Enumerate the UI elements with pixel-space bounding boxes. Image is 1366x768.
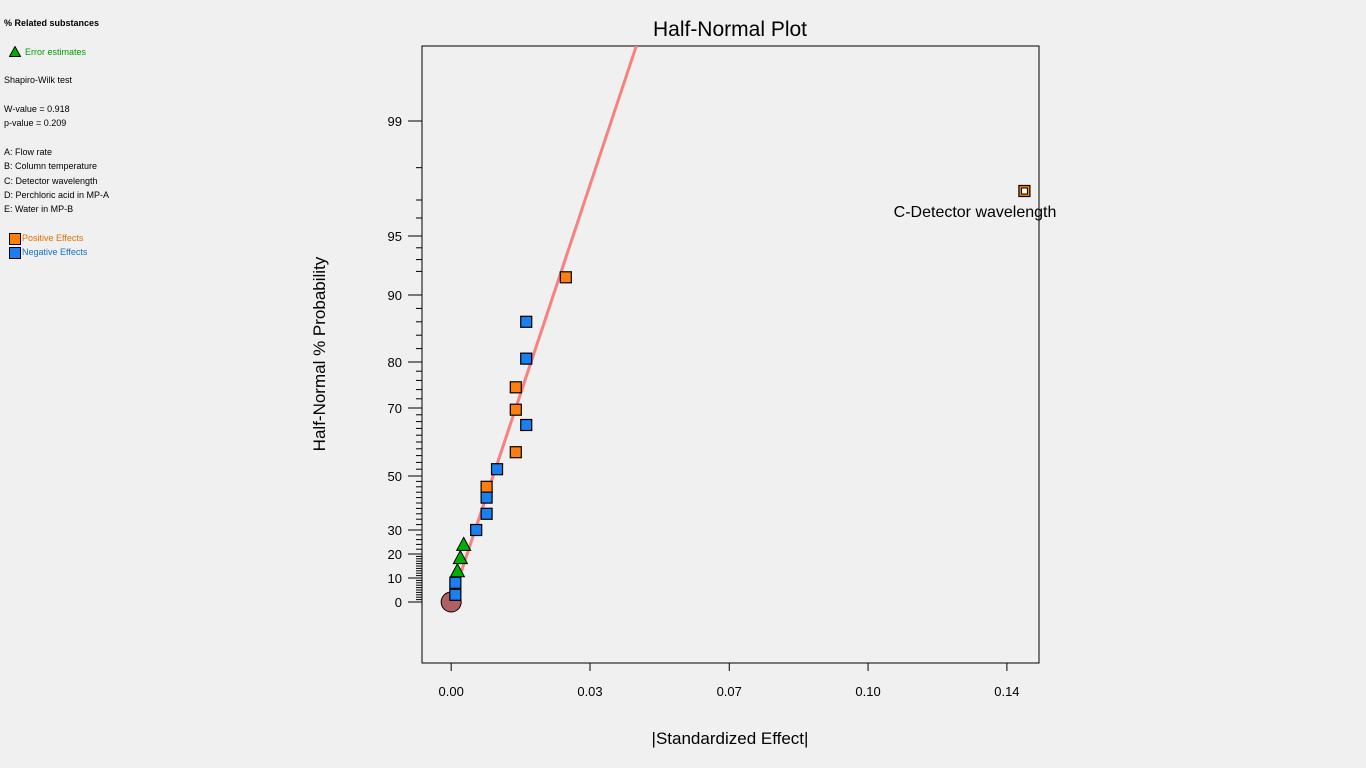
positive-effect-point [509,381,522,394]
x-tick-label: 0.07 [717,684,742,699]
legend-panel: % Related substances Error estimates Sha… [4,0,204,270]
positive-effect-point [509,446,522,459]
plot-frame [421,45,1040,664]
factor-e: E: Water in MP-B [4,204,74,214]
positive-effects-icon [9,233,21,245]
chart-title: Half-Normal Plot [653,18,807,41]
negative-effect-point [480,507,493,520]
negative-effects-label: Negative Effects [22,247,88,257]
y-tick-label: 50 [388,469,402,484]
positive-effect-point [559,271,572,284]
factor-b: B: Column temperature [4,161,98,171]
y-tick-label: 70 [388,401,402,416]
negative-effect-point [520,418,533,432]
y-tick-label: 99 [388,114,402,129]
error-estimates-icon [9,46,21,57]
negative-effect-point [470,523,483,537]
negative-effect-point [490,463,504,476]
factor-a: A: Flow rate [4,147,53,157]
test-name: Shapiro-Wilk test [4,75,73,85]
y-axis-ticks: 0 10 20 30 50 70 80 90 95 99 [388,114,422,610]
x-axis-label: |Standardized Effect| [652,729,809,748]
positive-effects-label: Positive Effects [22,233,84,243]
w-value: W-value = 0.918 [4,104,70,114]
x-tick-label: 0.10 [855,684,880,699]
negative-effect-point [480,491,493,504]
negative-effect-point [520,352,533,365]
negative-effect-point [520,315,533,328]
p-value: p-value = 0.209 [4,118,67,128]
error-estimate-point [455,536,472,551]
y-tick-label: 90 [388,288,402,303]
error-estimate-point [452,549,469,565]
y-tick-label: 0 [395,595,402,610]
effect-label: C-Detector wavelength [894,204,1057,221]
y-axis-label: Half-Normal % Probability [310,256,329,451]
negative-effects-icon [9,247,21,259]
x-tick-label: 0.00 [439,684,464,699]
positive-effect-point [509,403,522,416]
highlight-marker [1020,187,1028,195]
y-tick-label: 30 [388,523,402,538]
y-minor-ticks [416,167,422,601]
x-tick-label: 0.03 [577,684,602,699]
factor-d: D: Perchloric acid in MP-A [4,190,110,200]
y-tick-label: 10 [388,571,402,586]
y-tick-label: 20 [388,547,402,562]
y-tick-label: 95 [388,229,402,244]
negative-effect-point [449,588,462,601]
response-title: % Related substances [4,18,100,28]
x-tick-label: 0.14 [994,684,1019,699]
positive-effect-point [480,480,493,493]
y-tick-label: 80 [388,355,402,370]
negative-effect-point [449,576,462,589]
x-axis-ticks: 0.00 0.03 0.07 0.10 0.14 [439,663,1020,699]
data-points: C-Detector wavelength [440,184,1057,613]
factor-c: C: Detector wavelength [4,176,98,186]
error-estimates-label: Error estimates [25,47,87,57]
fit-line [449,46,638,603]
